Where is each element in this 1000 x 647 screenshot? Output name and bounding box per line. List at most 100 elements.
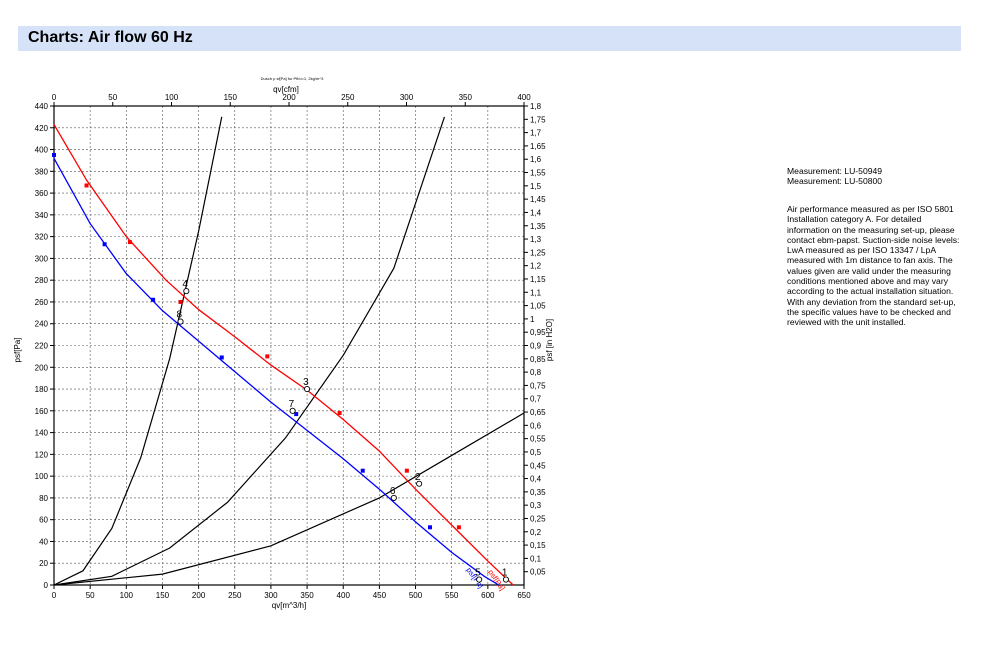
y2-tick-label: 1,1 — [530, 288, 542, 297]
y2-tick-label: 0,7 — [530, 395, 542, 404]
x-axis-label: qv[m^3/h] — [272, 601, 306, 610]
data-point — [151, 297, 156, 302]
y2-tick-label: 0,3 — [530, 501, 542, 510]
y2-tick-label: 0,4 — [530, 475, 542, 484]
x-tick-label: 300 — [264, 591, 278, 600]
y2-tick-label: 1,7 — [530, 129, 542, 138]
y2-tick-label: 0,75 — [530, 381, 546, 390]
y2-tick-label: 0,05 — [530, 568, 546, 577]
x-tick-label: 350 — [300, 591, 314, 600]
y-tick-label: 280 — [35, 276, 49, 285]
y-tick-label: 360 — [35, 189, 49, 198]
x2-tick-label: 50 — [108, 93, 117, 102]
x2-tick-label: 300 — [400, 93, 414, 102]
operating-point-label: 4 — [182, 279, 188, 290]
y2-tick-label: 1,3 — [530, 235, 542, 244]
y2-tick-label: 0,1 — [530, 554, 542, 563]
data-point — [52, 152, 56, 157]
y-tick-label: 260 — [35, 298, 49, 307]
y-tick-label: 180 — [35, 385, 49, 394]
x-tick-label: 150 — [156, 591, 170, 600]
y2-tick-label: 0,8 — [530, 368, 542, 377]
data-point — [178, 299, 183, 304]
operating-point — [502, 576, 509, 583]
system-curve — [53, 116, 223, 586]
y2-axis-label: psf [in H2O] — [545, 319, 554, 361]
operating-point-label: 2 — [415, 472, 421, 483]
operating-point — [416, 480, 423, 487]
y2-tick-label: 1,4 — [530, 208, 542, 217]
y2-tick-label: 0,35 — [530, 488, 546, 497]
measurement-line: Measurement: LU-50949 — [787, 166, 883, 176]
y-tick-label: 380 — [35, 167, 49, 176]
y2-tick-label: 1,5 — [530, 182, 542, 191]
operating-point — [304, 385, 311, 393]
y2-tick-label: 1,2 — [530, 262, 542, 271]
x-tick-label: 500 — [409, 591, 423, 600]
y2-tick-label: 1,25 — [530, 248, 546, 257]
y-tick-label: 40 — [39, 537, 48, 546]
system-curve — [53, 412, 525, 586]
y2-tick-label: 0,25 — [530, 514, 546, 523]
operating-point-label: 1 — [502, 568, 508, 579]
operating-point-label: 6 — [390, 486, 396, 497]
y-tick-label: 440 — [35, 102, 49, 111]
operating-point-label: 7 — [289, 399, 295, 410]
header-bar: Charts: Air flow 60 Hz — [18, 26, 961, 51]
x-tick-label: 200 — [192, 591, 206, 600]
x-tick-label: 50 — [86, 591, 95, 600]
y2-tick-label: 1,8 — [530, 102, 542, 111]
x-tick-label: 550 — [445, 591, 459, 600]
x-tick-label: 0 — [52, 591, 57, 600]
data-point — [428, 525, 432, 530]
y2-tick-label: 0,9 — [530, 342, 542, 351]
series-line — [53, 157, 500, 586]
operating-point-label: 3 — [303, 377, 309, 388]
y-tick-label: 80 — [39, 494, 48, 503]
x-tick-label: 400 — [337, 591, 351, 600]
y2-tick-label: 1,35 — [530, 222, 546, 231]
y-tick-label: 220 — [35, 342, 49, 351]
data-point — [265, 354, 270, 359]
y2-tick-label: 1,05 — [530, 302, 546, 311]
operating-point — [390, 494, 397, 501]
y-tick-label: 200 — [35, 363, 49, 372]
y-axis-label: psf[Pa] — [13, 338, 22, 363]
data-point — [127, 240, 132, 245]
y-tick-label: 100 — [35, 472, 49, 481]
y2-tick-label: 1 — [530, 315, 535, 324]
x-tick-label: 100 — [120, 591, 134, 600]
y2-tick-label: 1,75 — [530, 115, 546, 124]
x2-axis-label: qv[cfm] — [273, 85, 299, 94]
y2-tick-label: 0,15 — [530, 541, 546, 550]
x-tick-label: 450 — [373, 591, 387, 600]
y2-tick-label: 1,65 — [530, 142, 546, 151]
y2-tick-label: 1,45 — [530, 195, 546, 204]
operating-point-label: 8 — [177, 310, 183, 321]
y-tick-label: 20 — [39, 559, 48, 568]
x-tick-label: 600 — [481, 591, 495, 600]
y-tick-label: 300 — [35, 254, 49, 263]
x2-tick-label: 100 — [165, 93, 179, 102]
y2-tick-label: 0,5 — [530, 448, 542, 457]
system-curve — [53, 116, 446, 586]
series-line — [53, 124, 514, 586]
data-point — [219, 355, 224, 360]
y2-tick-label: 0,85 — [530, 355, 546, 364]
x2-tick-label: 150 — [224, 93, 238, 102]
measurement-description: Air performance measured as per ISO 5801… — [787, 204, 960, 328]
x-tick-label: 650 — [517, 591, 531, 600]
data-point — [456, 525, 461, 530]
page-title: Charts: Air flow 60 Hz — [28, 29, 193, 46]
x2-tick-label: 350 — [459, 93, 473, 102]
y-tick-label: 240 — [35, 320, 49, 329]
y2-tick-label: 1,15 — [530, 275, 546, 284]
operating-point — [183, 288, 190, 295]
operating-point — [289, 407, 296, 414]
data-point — [404, 468, 409, 473]
x2-tick-label: 0 — [52, 93, 57, 102]
measurement-line: Measurement: LU-50800 — [787, 176, 883, 187]
data-point — [84, 183, 89, 188]
chart-note: Dusch p sf[Pa] fur Pfl/o=1, 2kg/m^3 — [261, 76, 324, 81]
